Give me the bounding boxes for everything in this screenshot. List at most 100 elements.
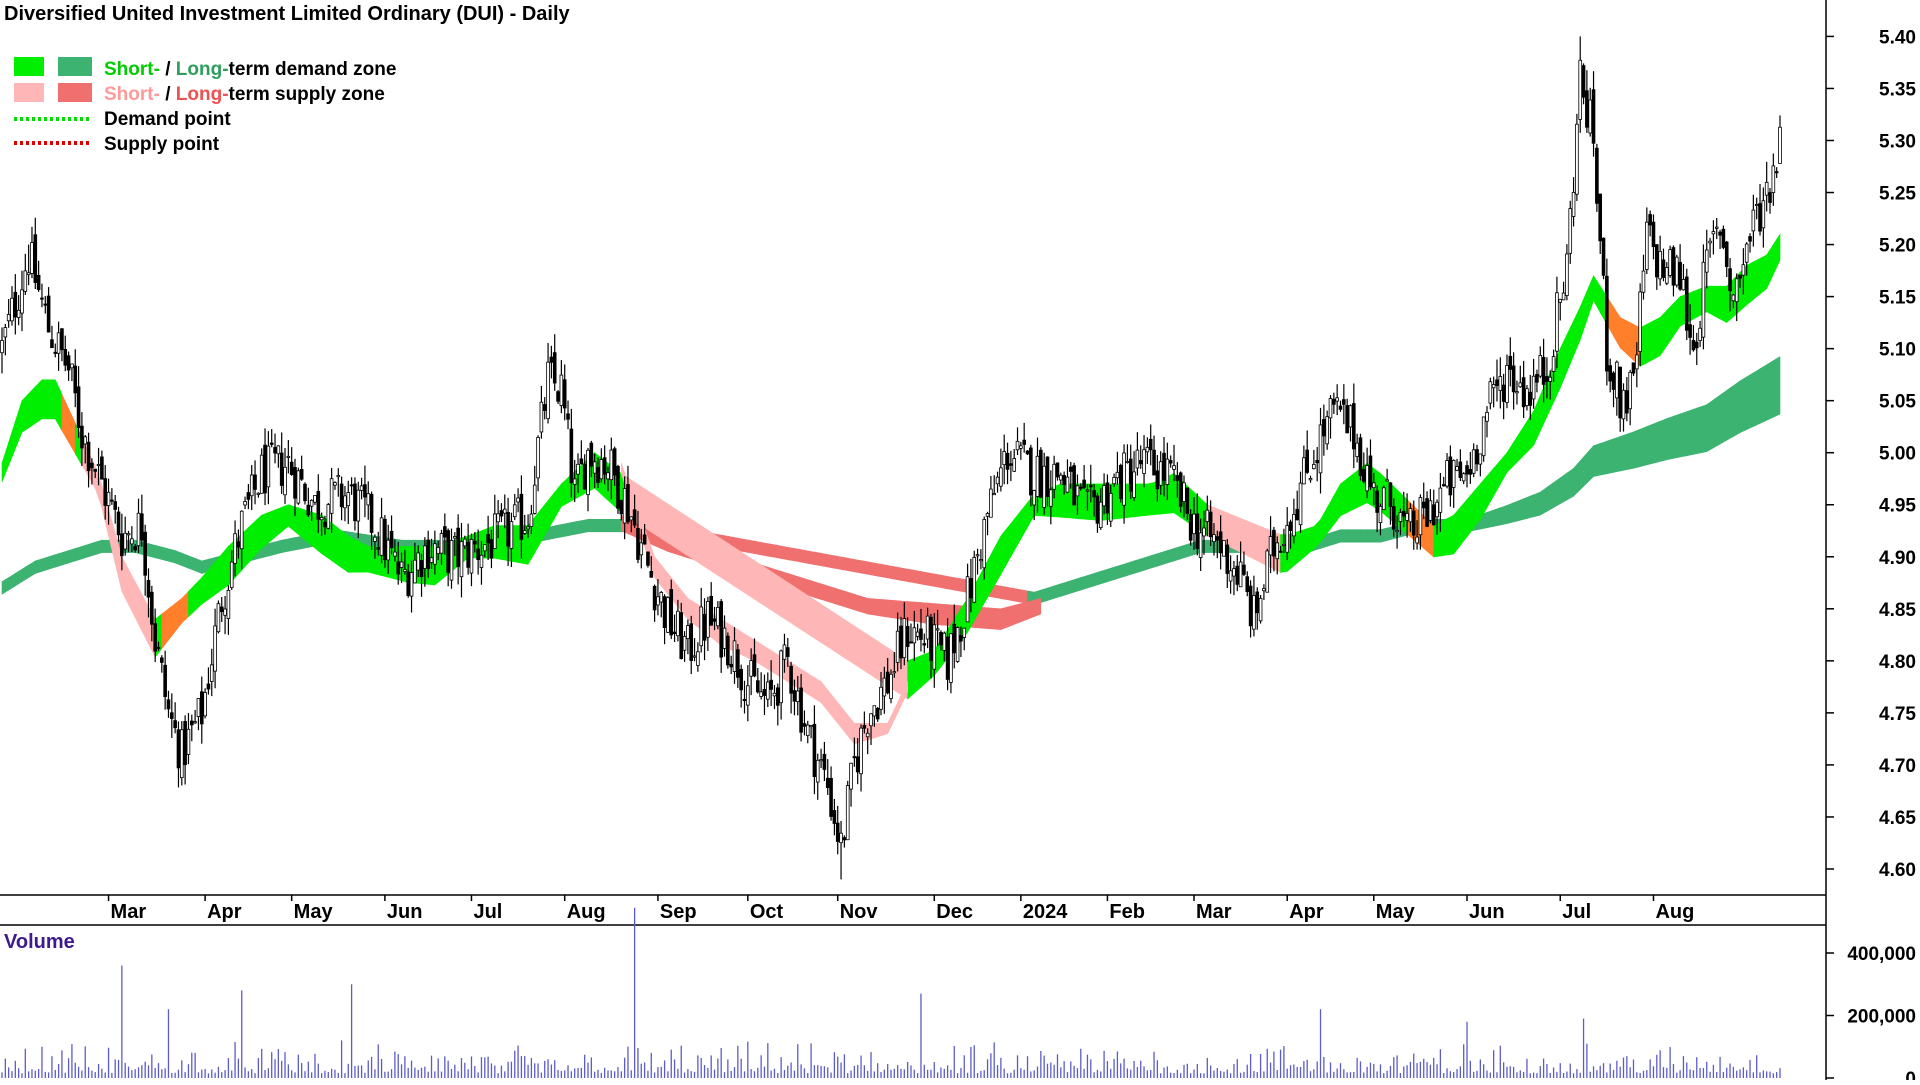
candle-body [1022, 439, 1026, 445]
long-term-zone-band [34, 558, 43, 574]
candle-body [1381, 487, 1386, 511]
candle-body [785, 647, 790, 657]
candle-body [802, 723, 807, 727]
candle-body [636, 528, 640, 560]
candle-body [1378, 505, 1383, 524]
short-term-zone-band [1586, 275, 1594, 321]
candle-body [130, 538, 134, 545]
candle-body [1674, 256, 1679, 286]
candle-body [962, 627, 967, 638]
candle-body [443, 526, 447, 538]
candle-body [76, 386, 81, 428]
long-term-supply-band [867, 598, 875, 616]
long-term-zone-band [1326, 531, 1335, 547]
candle-body [1328, 398, 1333, 419]
candle-body [825, 777, 830, 789]
candle-body [436, 547, 440, 555]
candle-body [373, 536, 377, 542]
long-term-zone-band [1486, 509, 1494, 529]
candle-body [259, 454, 264, 494]
short-term-zone-band [860, 629, 868, 674]
candle-body [1135, 449, 1140, 469]
short-term-zone-band [1746, 261, 1754, 306]
candle-body [1471, 449, 1476, 474]
candle-body [216, 603, 221, 633]
candle-body [1172, 465, 1176, 470]
candle-body [959, 635, 963, 642]
candle-body [1774, 171, 1779, 174]
candle-body [1535, 374, 1539, 383]
candle-body [1578, 59, 1583, 120]
long-term-supply-band [1000, 606, 1008, 631]
candle-body [1012, 458, 1016, 472]
long-term-zone-band [860, 560, 868, 575]
candle-body [1428, 500, 1433, 521]
candle-body [150, 591, 154, 625]
candle-body [662, 596, 667, 629]
candle-body [346, 492, 351, 507]
candle-body [103, 478, 108, 506]
long-term-supply-band [834, 587, 842, 607]
candle-body [1714, 226, 1719, 229]
short-term-zone-band [1486, 467, 1494, 509]
candle-body [1128, 458, 1133, 492]
candle-body [1398, 512, 1403, 522]
candle-body [1411, 510, 1416, 536]
candle-body [1025, 450, 1030, 455]
candle-body [599, 459, 604, 480]
candle-body [1108, 492, 1113, 522]
short-term-zone-band [993, 535, 1002, 587]
short-term-zone-band [707, 529, 715, 574]
candle-body [209, 664, 214, 682]
candle-body [1112, 476, 1116, 485]
candle-body [1185, 487, 1190, 514]
candle-body [972, 557, 977, 603]
long-term-supply-band [1033, 598, 1042, 618]
candle-body [303, 483, 307, 502]
long-term-zone-band [880, 563, 888, 579]
candle-body [1615, 361, 1619, 399]
long-term-zone-band [840, 556, 849, 572]
candle-body [1548, 376, 1553, 382]
candle-body [579, 458, 584, 465]
candle-body [1708, 240, 1712, 244]
month-label: Oct [750, 901, 784, 923]
month-label: Jul [1562, 901, 1591, 923]
candle-body [1664, 267, 1669, 284]
short-term-zone-band [1579, 291, 1588, 340]
candle-body [1778, 126, 1782, 164]
candle-body [123, 532, 127, 550]
short-term-zone-band [1240, 517, 1248, 557]
price-tick-label: 5.20 [1879, 236, 1916, 257]
candle-body [1618, 366, 1622, 419]
candle-body [273, 447, 277, 454]
candle-body [1192, 513, 1196, 535]
candle-body [985, 513, 990, 517]
short-term-zone-band [740, 551, 749, 596]
candle-body [706, 601, 710, 638]
candle-body [1335, 397, 1339, 402]
candle-body [1235, 565, 1240, 585]
price-tick-label: 5.40 [1879, 27, 1916, 48]
long-term-zone-band [1593, 443, 1601, 477]
long-term-supply-band [847, 591, 855, 611]
candle-body [1481, 416, 1486, 457]
short-term-zone-band [1759, 254, 1767, 295]
candle-body [686, 625, 690, 640]
candle-body [379, 517, 384, 556]
candle-body [469, 539, 474, 574]
candle-body [922, 643, 927, 646]
candle-body [492, 513, 497, 549]
short-term-zone-band [554, 483, 562, 520]
candle-body [536, 437, 540, 479]
month-label: Aug [567, 901, 606, 923]
candle-body [1302, 457, 1306, 485]
short-term-zone-band [41, 379, 49, 420]
candle-body [729, 663, 733, 668]
candle-body [992, 493, 997, 496]
candle-body [1485, 411, 1489, 422]
candle-body [1651, 221, 1656, 248]
candle-body [1325, 416, 1329, 445]
candle-body [1541, 356, 1546, 385]
